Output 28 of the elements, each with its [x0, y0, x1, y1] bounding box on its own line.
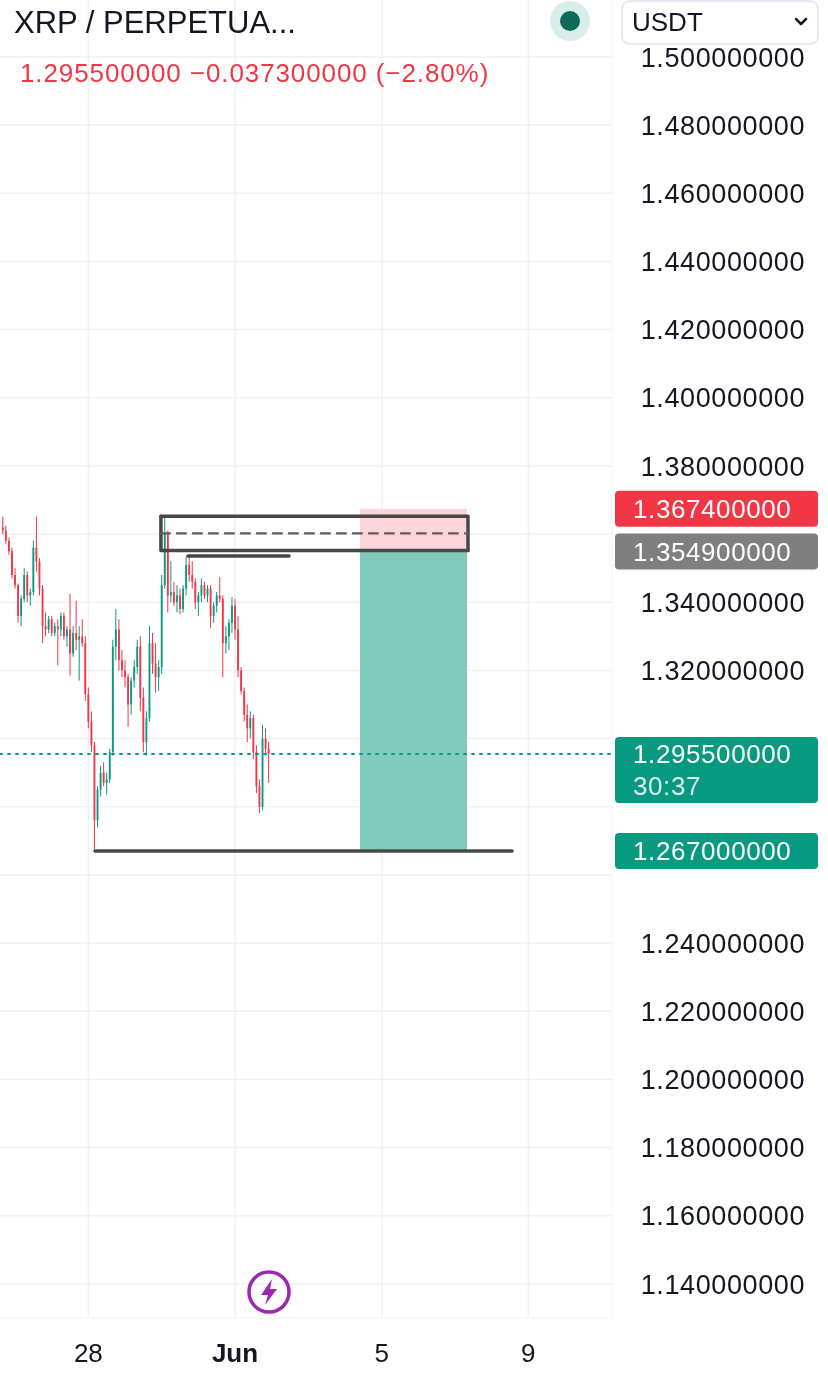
y-tick-label: 1.500000000 — [640, 42, 805, 73]
y-tick-label: 1.420000000 — [640, 315, 805, 346]
chart-title: XRP / PERPETUA... — [14, 5, 296, 40]
text: 30:37 — [633, 771, 702, 802]
text: 1.267000000 — [633, 836, 792, 867]
y-tick-label: 1.400000000 — [640, 383, 805, 414]
y-tick-label: 1.320000000 — [640, 656, 805, 687]
y-tick-label: 1.480000000 — [640, 110, 805, 141]
y-tick-label: 1.140000000 — [640, 1269, 805, 1300]
y-tick-label: 1.160000000 — [640, 1201, 805, 1232]
y-axis-title: USDT — [632, 7, 703, 37]
x-tick-label: 9 — [521, 1338, 536, 1368]
y-tick-label: 1.340000000 — [640, 587, 805, 618]
x-tick-label: 5 — [374, 1338, 389, 1368]
y-tick-label: 1.180000000 — [640, 1133, 805, 1164]
y-tick-label: 1.200000000 — [640, 1065, 805, 1096]
currency-select: USDT — [621, 0, 819, 45]
ref-line-label: 1.295500000 — [633, 739, 792, 770]
x-tick-label: 28 — [73, 1338, 103, 1368]
y-tick-label: 1.380000000 — [640, 451, 805, 482]
text: 1.367400000 — [633, 494, 792, 525]
y-tick-label: 1.460000000 — [640, 178, 805, 209]
y-tick-label: 1.440000000 — [640, 247, 805, 278]
x-tick-label: Jun — [211, 1338, 259, 1368]
y-tick-label: 1.240000000 — [640, 928, 805, 959]
text: 1.354900000 — [633, 536, 792, 567]
text: 1.295500000 −0.037300000 (−2.80%) — [20, 58, 490, 88]
y-tick-label: 1.220000000 — [640, 996, 805, 1027]
